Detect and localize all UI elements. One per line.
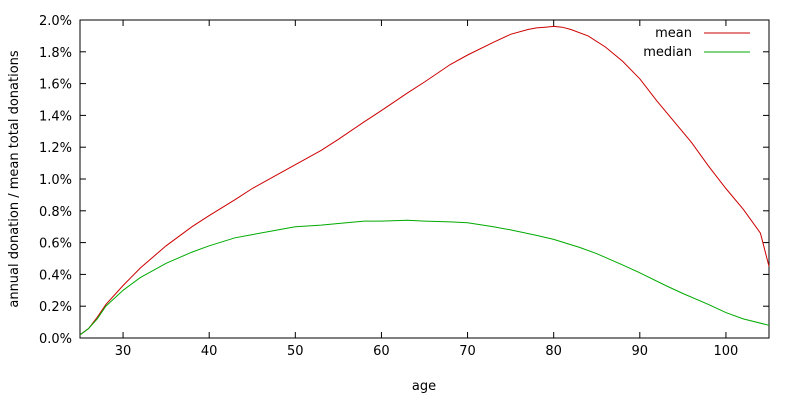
x-tick-label: 50: [287, 344, 304, 359]
y-tick-label: 2.0%: [39, 14, 72, 29]
tick-labels: 30 40 50 60 70 80 90 100 0.0% 0.2% 0.4% 0.6% 0.8% 1.0…: [39, 14, 738, 359]
legend-label-median: median: [643, 45, 692, 60]
y-tick-label: 1.8%: [39, 46, 72, 61]
y-tick-label: 1.6%: [39, 78, 72, 93]
y-tick-label: 0.8%: [39, 205, 72, 220]
x-tick-label: 60: [373, 344, 390, 359]
x-tick-label: 100: [714, 344, 739, 359]
y-tick-label: 0.6%: [39, 237, 72, 252]
x-tick-label: 90: [632, 344, 649, 359]
y-tick-label: 1.0%: [39, 173, 72, 188]
axis-ticks: [80, 19, 769, 339]
x-tick-label: 30: [115, 344, 132, 359]
y-tick-label: 0.2%: [39, 300, 72, 315]
y-tick-label: 1.4%: [39, 109, 72, 124]
legend: mean median: [643, 26, 750, 60]
x-axis-label: age: [412, 379, 436, 394]
legend-label-mean: mean: [655, 26, 692, 41]
x-tick-label: 70: [459, 344, 476, 359]
plot-frame: [79, 19, 770, 339]
y-tick-label: 0.4%: [39, 268, 72, 283]
y-axis-label: annual donation / mean total donations: [7, 50, 22, 308]
y-tick-label: 0.0%: [39, 332, 72, 347]
series-layer: [79, 25, 770, 336]
series-line-median: [79, 219, 770, 336]
x-tick-label: 40: [201, 344, 218, 359]
y-tick-label: 1.2%: [39, 141, 72, 156]
x-tick-label: 80: [545, 344, 562, 359]
series-line-mean: [79, 25, 770, 336]
